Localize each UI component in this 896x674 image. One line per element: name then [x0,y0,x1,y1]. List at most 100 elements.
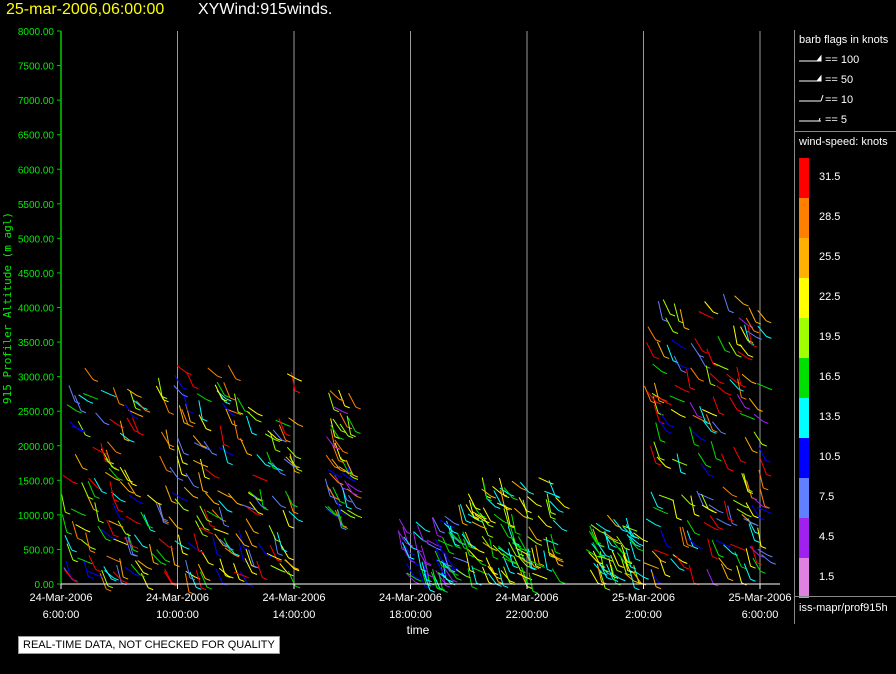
wind-barb [113,538,129,546]
wind-barb [74,453,88,471]
wind-barb [730,543,746,551]
wind-barb [324,506,340,518]
wind-barb [727,505,738,526]
wind-barb [247,406,263,417]
wind-barb [687,538,703,550]
wind-barb [127,536,139,557]
wind-barb [246,506,262,517]
wind-barb [620,556,632,577]
wind-barb [694,338,708,354]
wind-barb [177,445,188,465]
wind-barb [758,446,771,463]
wind-barb [275,419,291,427]
wind-barb [493,513,509,524]
wind-barb [623,551,633,573]
wind-barb [748,307,761,325]
wind-barb [206,510,222,520]
wind-barb [213,528,229,535]
wind-barb [626,534,641,548]
wind-barb [245,518,259,535]
wind-barb [660,529,673,549]
wind-barb [271,495,287,509]
wind-barb [756,506,773,515]
wind-barb [681,494,696,507]
y-tick-label: 4000.00 [18,304,55,315]
wind-barb [723,544,738,556]
wind-barb [198,472,208,494]
wind-barb [92,446,108,455]
wind-barb [510,527,522,548]
wind-barb [99,573,112,592]
wind-barb [203,509,216,528]
wind-barb [444,515,460,526]
wind-barb [134,534,148,549]
wind-barb [182,393,194,414]
x-tick-date: 24-Mar-2006 [263,592,326,604]
wind-barb [219,538,234,551]
wind-barb [78,394,94,404]
wind-barb [611,550,624,568]
wind-barb [629,535,644,547]
wind-barb [186,371,199,390]
wind-barb [336,509,347,531]
wind-barb [751,505,765,521]
wind-barb [287,571,301,589]
wind-barb [197,563,211,581]
wind-barb [709,373,725,385]
wind-barb [482,507,496,524]
barb-legend-10: == 10 [825,94,854,106]
colorbar-tick-label: 10.5 [819,451,841,463]
wind-barb [267,430,282,442]
wind-barb [196,393,212,403]
wind-barb [741,373,757,385]
wind-barb [716,385,732,396]
wind-barb [420,545,432,566]
wind-barb [119,420,130,442]
wind-barb [482,541,498,552]
wind-barb [658,419,672,434]
wind-barb [658,558,671,578]
wind-barb [412,531,423,553]
wind-barb [445,555,459,570]
wind-barb [757,383,773,391]
wind-barb [193,459,209,468]
wind-barb [669,395,685,403]
wind-barb [672,499,682,521]
wind-barb [218,500,233,513]
wind-barb [463,538,475,558]
colorbar-swatch [799,318,809,358]
wind-barb [126,388,142,398]
wind-barb [717,336,731,353]
wind-barb [402,527,414,547]
wind-barb [417,550,427,572]
wind-barb [643,562,659,570]
wind-barb [459,504,472,524]
wind-barb [545,499,556,520]
wind-barb [330,424,344,440]
barb-legend-5: == 5 [825,114,848,126]
colorbar-swatch [799,438,809,478]
wind-barb [689,401,703,419]
wind-barb [235,533,250,548]
wind-barb [83,558,94,579]
wind-barb [246,415,257,436]
wind-barb [608,558,619,579]
colorbar-tick-label: 16.5 [819,371,841,383]
wind-barb [215,568,229,587]
wind-barb [402,546,416,564]
title-product: XYWind:915winds. [198,1,333,18]
barb-legend-100: == 100 [825,54,860,66]
wind-barb [613,518,628,533]
legend-divider [795,131,896,132]
wind-barb [85,532,96,554]
wind-barb [757,527,767,549]
wind-barb [60,493,71,515]
wind-barb [744,436,758,454]
wind-barb [633,532,649,543]
wind-barb [598,563,613,576]
wind-barb [70,508,86,517]
wind-barb [64,569,79,583]
wind-barb [284,559,299,570]
wind-barb [718,557,733,571]
wind-barb [527,496,542,508]
